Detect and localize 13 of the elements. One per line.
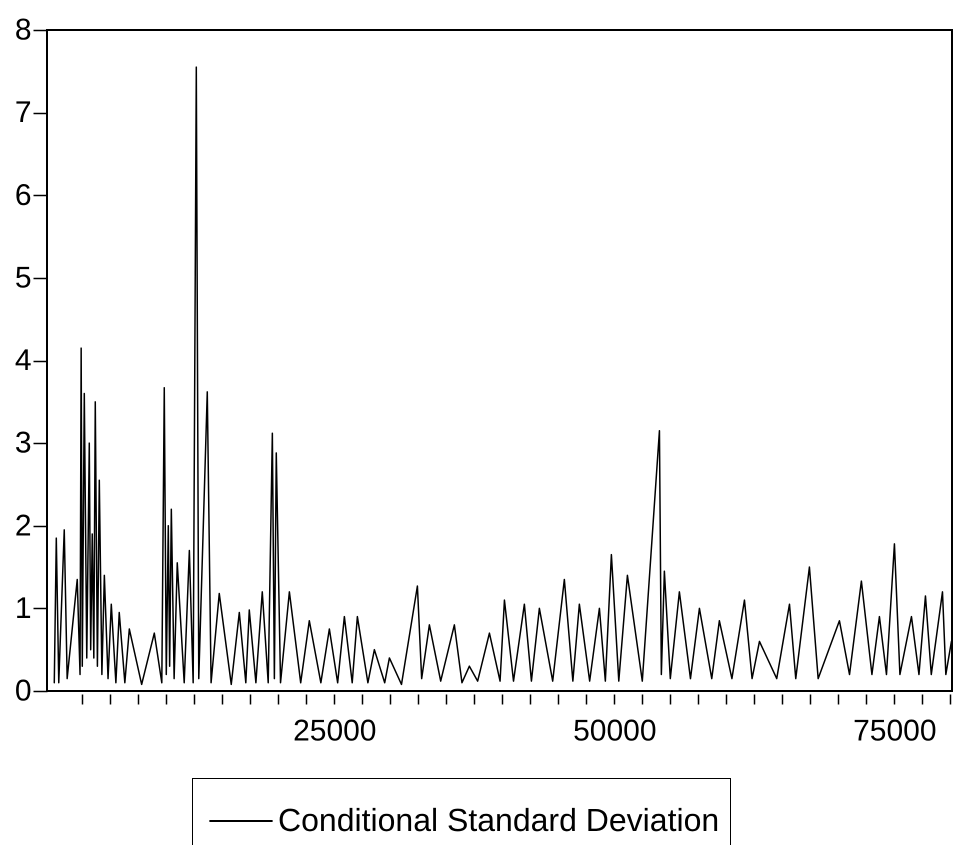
legend-label: Conditional Standard Deviation <box>278 802 720 838</box>
x-tick-label: 75000 <box>853 714 937 748</box>
y-tick-label: 4 <box>14 344 32 377</box>
y-tick-label: 3 <box>14 426 32 460</box>
y-tick-label: 2 <box>14 509 32 542</box>
y-tick-label: 7 <box>14 96 32 130</box>
y-tick-label: 6 <box>14 178 32 212</box>
y-tick-label: 8 <box>14 14 32 46</box>
y-tick-label: 1 <box>14 592 32 625</box>
x-tick-label: 25000 <box>293 714 377 748</box>
y-tick-label: 5 <box>14 261 32 294</box>
y-tick-label: 0 <box>14 674 32 708</box>
x-tick-label: 50000 <box>573 714 657 748</box>
